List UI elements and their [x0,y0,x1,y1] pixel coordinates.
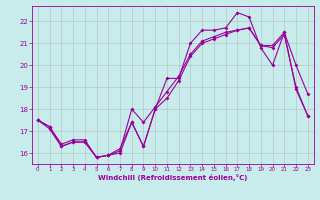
X-axis label: Windchill (Refroidissement éolien,°C): Windchill (Refroidissement éolien,°C) [98,174,247,181]
